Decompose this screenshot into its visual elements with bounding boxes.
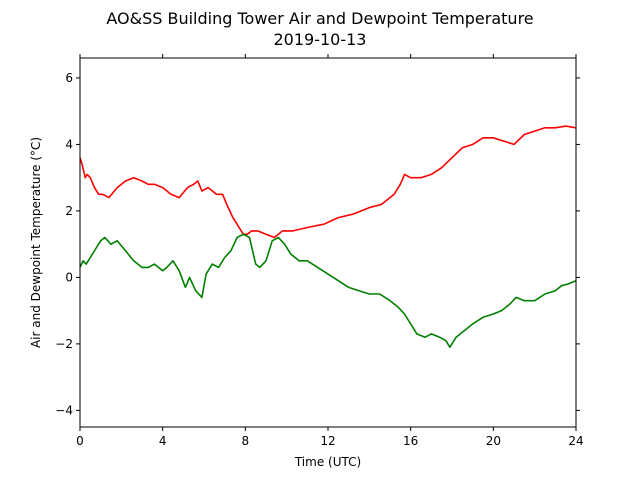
x-tick-label: 0	[76, 434, 84, 448]
y-tick-label: 2	[65, 204, 73, 218]
y-axis-label: Air and Dewpoint Temperature (°C)	[29, 137, 43, 348]
plot-frame	[79, 57, 577, 428]
y-tick-label: 4	[65, 137, 73, 151]
chart-subtitle: 2019-10-13	[274, 30, 367, 49]
chart-title: AO&SS Building Tower Air and Dewpoint Te…	[106, 9, 533, 28]
x-tick-label: 8	[242, 434, 250, 448]
x-tick-label: 12	[320, 434, 335, 448]
y-tick-label: −4	[55, 403, 73, 417]
x-axis: 0 4 8 12 16 20 24	[76, 54, 584, 448]
y-tick-label: −2	[55, 337, 73, 351]
x-tick-label: 16	[403, 434, 418, 448]
x-tick-label: 20	[486, 434, 501, 448]
series-layer	[79, 125, 577, 349]
x-tick-label: 4	[159, 434, 167, 448]
x-tick-label: 24	[568, 434, 583, 448]
x-axis-label: Time (UTC)	[294, 455, 361, 469]
y-tick-label: 6	[65, 71, 73, 85]
series-line-1	[79, 233, 577, 349]
y-tick-label: 0	[65, 270, 73, 284]
series-line-0	[79, 125, 577, 239]
y-axis: −4 −2 0 2 4 6	[55, 71, 580, 417]
